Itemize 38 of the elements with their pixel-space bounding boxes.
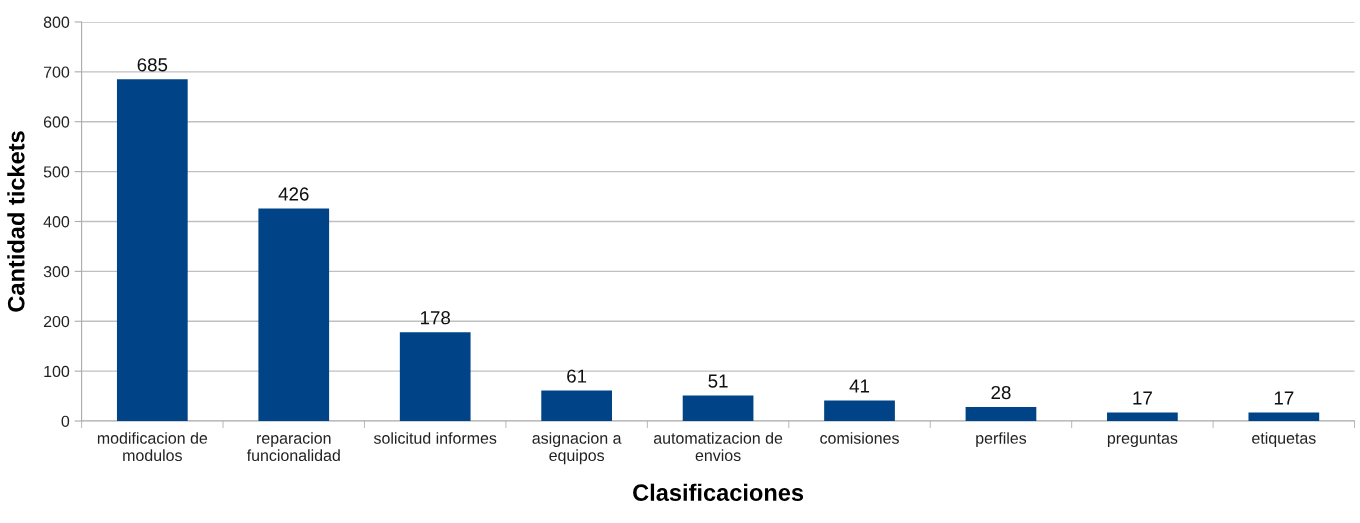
bar [682, 395, 754, 422]
y-tick-label: 200 [43, 315, 70, 328]
y-tick-label: 100 [44, 365, 70, 378]
x-tick-label: etiquetas [1252, 432, 1316, 448]
bar [541, 390, 612, 422]
x-tick-label: comisiones [820, 432, 899, 444]
x-axis-title: Clasificaciones [633, 483, 804, 502]
bar [399, 332, 471, 422]
x-tick-label: modificacion de modulos [97, 432, 208, 462]
x-tick-label: perfiles [976, 432, 1027, 448]
y-tick-label: 400 [43, 216, 70, 228]
x-tick-label: preguntas [1107, 433, 1178, 448]
bar [1107, 412, 1178, 422]
data-label: 28 [991, 385, 1011, 400]
y-tick-label: 600 [43, 116, 70, 128]
x-tick-label: solicitud informes [373, 432, 497, 444]
bar [258, 208, 330, 422]
y-tick-label: 300 [43, 266, 70, 278]
data-label: 178 [420, 311, 451, 325]
data-label: 17 [1274, 391, 1294, 405]
y-axis-title: Cantidad tickets [7, 131, 25, 312]
data-label: 51 [708, 374, 728, 388]
data-label: 426 [278, 187, 309, 201]
y-tick-label: 700 [43, 66, 70, 78]
y-tick-label: 0 [61, 415, 70, 427]
data-label: 17 [1133, 391, 1152, 405]
data-label: 685 [137, 58, 168, 72]
bar [824, 400, 895, 422]
x-tick-label: asignacion a equipos [532, 432, 622, 465]
bar [116, 79, 188, 422]
bar [965, 407, 1037, 422]
data-label: 61 [567, 369, 587, 383]
y-tick-label: 800 [43, 16, 70, 28]
bar [1248, 412, 1320, 422]
x-tick-label: automatizacion de envios [653, 432, 783, 462]
data-label: 41 [849, 379, 870, 393]
x-tick-label: reparacion funcionalidad [246, 432, 340, 462]
y-tick-label: 500 [43, 166, 70, 178]
